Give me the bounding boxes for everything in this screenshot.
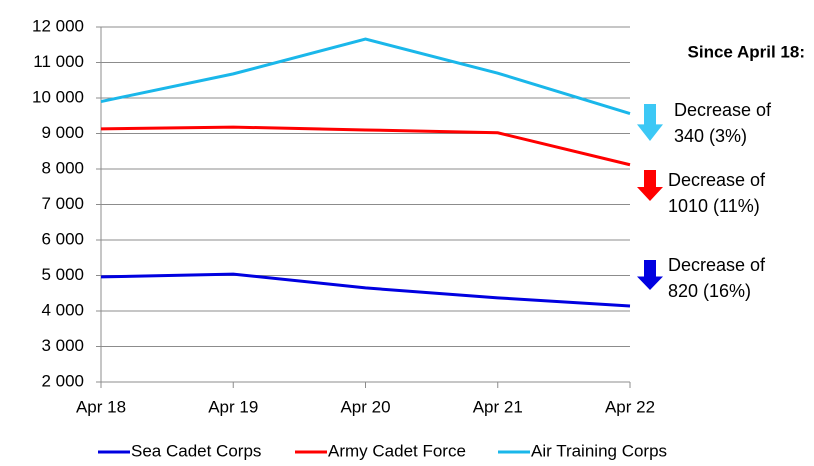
x-tick-label: Apr 20	[340, 397, 390, 416]
legend-label: Air Training Corps	[531, 441, 667, 460]
x-tick-label: Apr 19	[208, 397, 258, 416]
annotation: Decrease of	[674, 100, 772, 120]
y-tick-label: 3 000	[41, 336, 84, 355]
x-tick-label: Apr 21	[473, 397, 523, 416]
y-tick-label: 12 000	[32, 16, 84, 35]
arrow	[637, 104, 663, 141]
y-tick-label: 6 000	[41, 229, 84, 248]
annotation: Decrease of	[668, 255, 766, 275]
y-tick-label: 9 000	[41, 123, 84, 142]
x-tick-label: Apr 18	[76, 397, 126, 416]
y-tick-label: 2 000	[41, 371, 84, 390]
arrow	[637, 260, 663, 290]
y-tick-label: 4 000	[41, 300, 84, 319]
y-tick-label: 7 000	[41, 194, 84, 213]
line-series	[100, 125, 631, 167]
y-tick-label: 11 000	[33, 52, 84, 71]
annotation: Decrease of	[668, 170, 766, 190]
chart-title: Since April 18:	[688, 42, 805, 61]
y-tick-label: 8 000	[41, 158, 84, 177]
legend-label: Army Cadet Force	[328, 441, 466, 460]
y-tick-label: 10 000	[32, 87, 84, 106]
line-series	[100, 37, 631, 116]
annotation: 1010 (11%)	[668, 196, 760, 216]
legend-label: Sea Cadet Corps	[131, 441, 261, 460]
y-tick-label: 5 000	[41, 265, 84, 284]
x-tick-label: Apr 22	[605, 397, 655, 416]
arrow	[637, 170, 663, 201]
line-series	[100, 272, 631, 308]
annotation: 820 (16%)	[668, 281, 751, 301]
annotation: 340 (3%)	[674, 126, 747, 146]
